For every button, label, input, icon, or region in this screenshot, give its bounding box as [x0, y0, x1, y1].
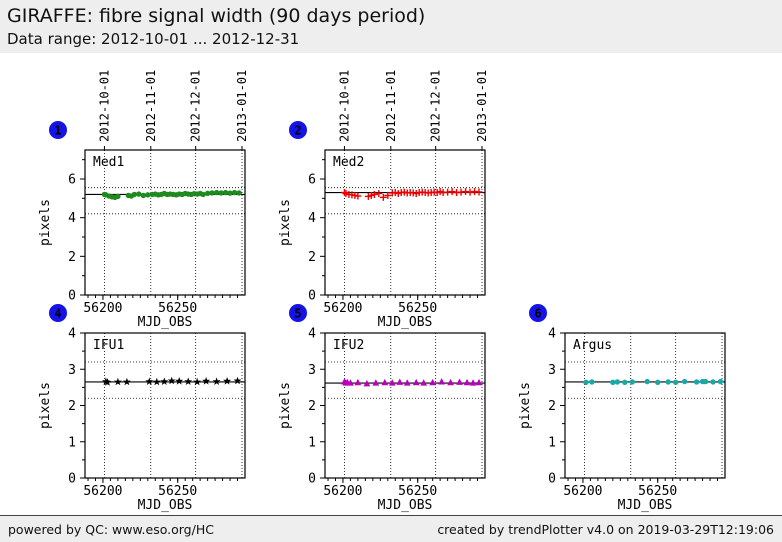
plot-med2: 0 2 4 6 56200 56250 2012-10-01 2012-11-01 2012-1…: [278, 70, 489, 330]
date-tick-label: 2012-10-01: [97, 70, 111, 142]
y-tick-label: 3: [308, 363, 316, 378]
y-tick-label: 2: [308, 399, 316, 414]
y-axis-title: pixels: [278, 382, 293, 429]
plot-frame[interactable]: [84, 332, 246, 479]
y-tick-label: 2: [548, 399, 556, 414]
data-points: [101, 189, 242, 201]
plot-argus: 0 1 2 3 4 56200 56250 Argus pixels MJD_OBS: [518, 327, 726, 513]
page-title: GIRAFFE: fibre signal width (90 days per…: [7, 5, 426, 27]
y-tick-label: 3: [548, 363, 556, 378]
series-label: Med2: [333, 155, 364, 170]
footer-powered-by: powered by QC: www.eso.org/HC: [8, 521, 214, 537]
date-tick-label: 2012-12-01: [429, 70, 443, 142]
plot-index-badge-2: 2: [289, 121, 307, 139]
date-tick-label: 2012-11-01: [384, 70, 398, 142]
series-label: Argus: [573, 338, 612, 353]
y-tick-label: 0: [68, 472, 76, 487]
plot-index-badge-4: 4: [49, 304, 67, 322]
y-tick-label: 4: [68, 211, 76, 226]
y-tick-label: 2: [68, 250, 76, 265]
y-tick-label: 4: [548, 327, 556, 342]
x-tick-label: 56200: [83, 484, 122, 499]
y-tick-label: 0: [308, 472, 316, 487]
y-tick-label: 2: [308, 250, 316, 265]
plot-ifu1: 0 1 2 3 4 56200 56250 IFU1 pixels MJD_OBS: [38, 327, 246, 513]
data-range-subtitle: Data range: 2012-10-01 ... 2012-12-31: [7, 30, 300, 48]
date-tick-label: 2012-12-01: [189, 70, 203, 142]
date-tick-label: 2013-01-01: [235, 70, 249, 142]
x-tick-label: 56200: [83, 301, 122, 316]
y-tick-label: 1: [68, 435, 76, 450]
y-axis-title: pixels: [518, 382, 533, 429]
plot-index-badge-5: 5: [289, 304, 307, 322]
y-axis-title: pixels: [278, 199, 293, 246]
plot-med1: 0 2 4 6 56200 56250 2012-10-01 2012-11-01 2012-1…: [38, 70, 249, 330]
series-label: IFU1: [93, 338, 124, 353]
data-points: [583, 378, 724, 385]
x-axis-title: MJD_OBS: [378, 498, 433, 513]
x-tick-label: 56250: [158, 301, 197, 316]
y-axis-title: pixels: [38, 382, 53, 429]
plots-area: 0 2 4 6 56200 56250 2012-10-01 2012-11-01 2012-1…: [0, 53, 782, 515]
svg-text:6: 6: [534, 307, 541, 321]
svg-text:2: 2: [294, 124, 301, 138]
date-tick-label: 2013-01-01: [475, 70, 489, 142]
y-tick-label: 1: [308, 435, 316, 450]
plot-frame[interactable]: [84, 149, 246, 296]
plot-frame[interactable]: [324, 149, 486, 296]
y-tick-label: 2: [68, 399, 76, 414]
data-points: [340, 188, 483, 201]
svg-text:4: 4: [54, 307, 61, 321]
y-tick-label: 1: [548, 435, 556, 450]
page-footer: powered by QC: www.eso.org/HC created by…: [0, 515, 782, 542]
series-label: Med1: [93, 155, 124, 170]
data-points: [341, 378, 483, 387]
y-axis-title: pixels: [38, 199, 53, 246]
plot-frame[interactable]: [324, 332, 486, 479]
x-tick-label: 56250: [638, 484, 677, 499]
plot-ifu2: 0 1 2 3 4 56200 56250 IFU2 pixels MJD_OBS: [278, 327, 486, 513]
page-header: GIRAFFE: fibre signal width (90 days per…: [0, 0, 782, 53]
x-axis-title: MJD_OBS: [618, 498, 673, 513]
x-tick-label: 56250: [398, 484, 437, 499]
y-tick-label: 6: [68, 173, 76, 188]
y-tick-label: 4: [308, 211, 316, 226]
data-points: [101, 376, 242, 386]
y-tick-label: 0: [548, 472, 556, 487]
x-tick-label: 56250: [158, 484, 197, 499]
y-tick-label: 0: [308, 289, 316, 304]
y-tick-label: 4: [308, 327, 316, 342]
x-axis-title: MJD_OBS: [138, 315, 193, 330]
series-label: IFU2: [333, 338, 364, 353]
x-tick-label: 56250: [398, 301, 437, 316]
date-tick-label: 2012-11-01: [144, 70, 158, 142]
plot-index-badge-6: 6: [529, 304, 547, 322]
svg-text:5: 5: [294, 307, 301, 321]
x-tick-label: 56200: [323, 301, 362, 316]
y-tick-label: 4: [68, 327, 76, 342]
y-tick-label: 0: [68, 289, 76, 304]
plot-index-badge-1: 1: [49, 121, 67, 139]
x-tick-label: 56200: [563, 484, 602, 499]
x-axis-title: MJD_OBS: [138, 498, 193, 513]
date-tick-label: 2012-10-01: [337, 70, 351, 142]
x-axis-title: MJD_OBS: [378, 315, 433, 330]
plot-frame[interactable]: [564, 332, 726, 479]
footer-created-by: created by trendPlotter v4.0 on 2019-03-…: [437, 521, 774, 537]
y-tick-label: 6: [308, 173, 316, 188]
x-tick-label: 56200: [323, 484, 362, 499]
y-tick-label: 3: [68, 363, 76, 378]
svg-text:1: 1: [54, 124, 61, 138]
